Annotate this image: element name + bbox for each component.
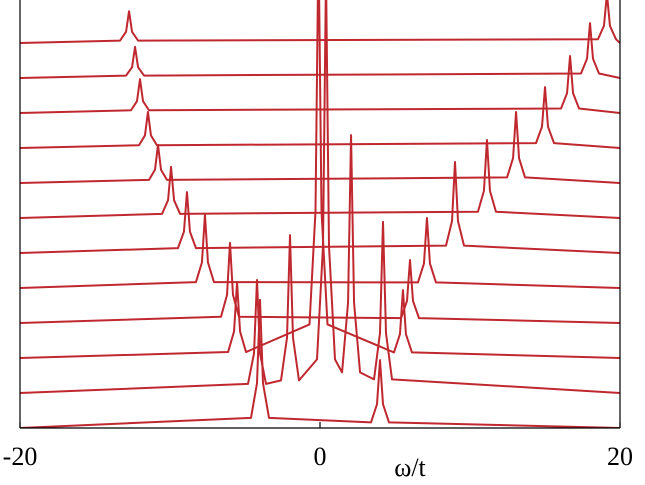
spectrum-curve [20,213,620,290]
x-tick-label: 0 [314,442,327,471]
x-tick-label: 20 [607,442,633,471]
spectrum-curve [20,86,620,150]
x-axis-label: ω/t [394,453,426,482]
spectrum-curve [20,138,620,220]
spectrum-curve [20,0,620,360]
spectrum-curve [20,110,620,185]
spectrum-curve [20,0,620,45]
plot-area [20,0,620,428]
spectrum-curve [20,241,620,325]
spectrum-curve [20,161,620,255]
spectrum-curve [20,22,620,80]
spectrum-curve [20,54,620,115]
spectrum-curve [20,298,620,428]
spectrum-curve [20,0,620,394]
x-tick-label: -20 [3,442,38,471]
